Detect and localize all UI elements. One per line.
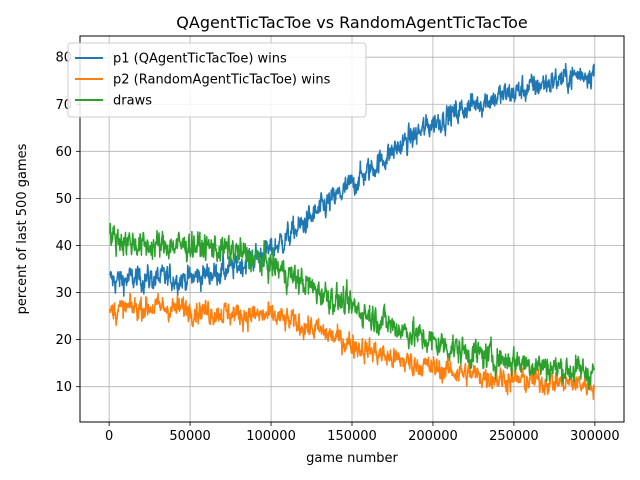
legend-label: p1 (QAgentTicTacToe) wins <box>113 52 287 67</box>
series-layer <box>109 62 595 401</box>
x-tick-label: 0 <box>105 429 113 444</box>
series-line-3 <box>109 222 595 391</box>
y-tick-label: 30 <box>55 286 72 301</box>
legend-label: draws <box>113 94 152 109</box>
series-line-1 <box>109 62 595 297</box>
y-tick-label: 60 <box>55 145 72 160</box>
x-tick-label: 250000 <box>489 429 539 444</box>
y-tick-label: 40 <box>55 239 72 254</box>
chart-title: QAgentTicTacToe vs RandomAgentTicTacToe <box>176 13 527 32</box>
legend: p1 (QAgentTicTacToe) wins p2 (RandomAgent… <box>67 42 367 118</box>
y-axis-label: percent of last 500 games <box>15 143 30 314</box>
x-tick-label: 300000 <box>570 429 620 444</box>
y-tick-label: 20 <box>55 333 72 348</box>
y-tick-label: 50 <box>55 192 72 207</box>
x-tick-label: 200000 <box>408 429 458 444</box>
x-tick-label: 100000 <box>246 429 296 444</box>
x-tick-label: 150000 <box>327 429 377 444</box>
x-tick-label: 50000 <box>169 429 210 444</box>
x-axis-label: game number <box>306 451 398 466</box>
legend-box <box>67 42 367 118</box>
y-tick-label: 10 <box>55 380 72 395</box>
legend-label: p2 (RandomAgentTicTacToe) wins <box>113 73 331 88</box>
series-line-2 <box>109 292 595 401</box>
